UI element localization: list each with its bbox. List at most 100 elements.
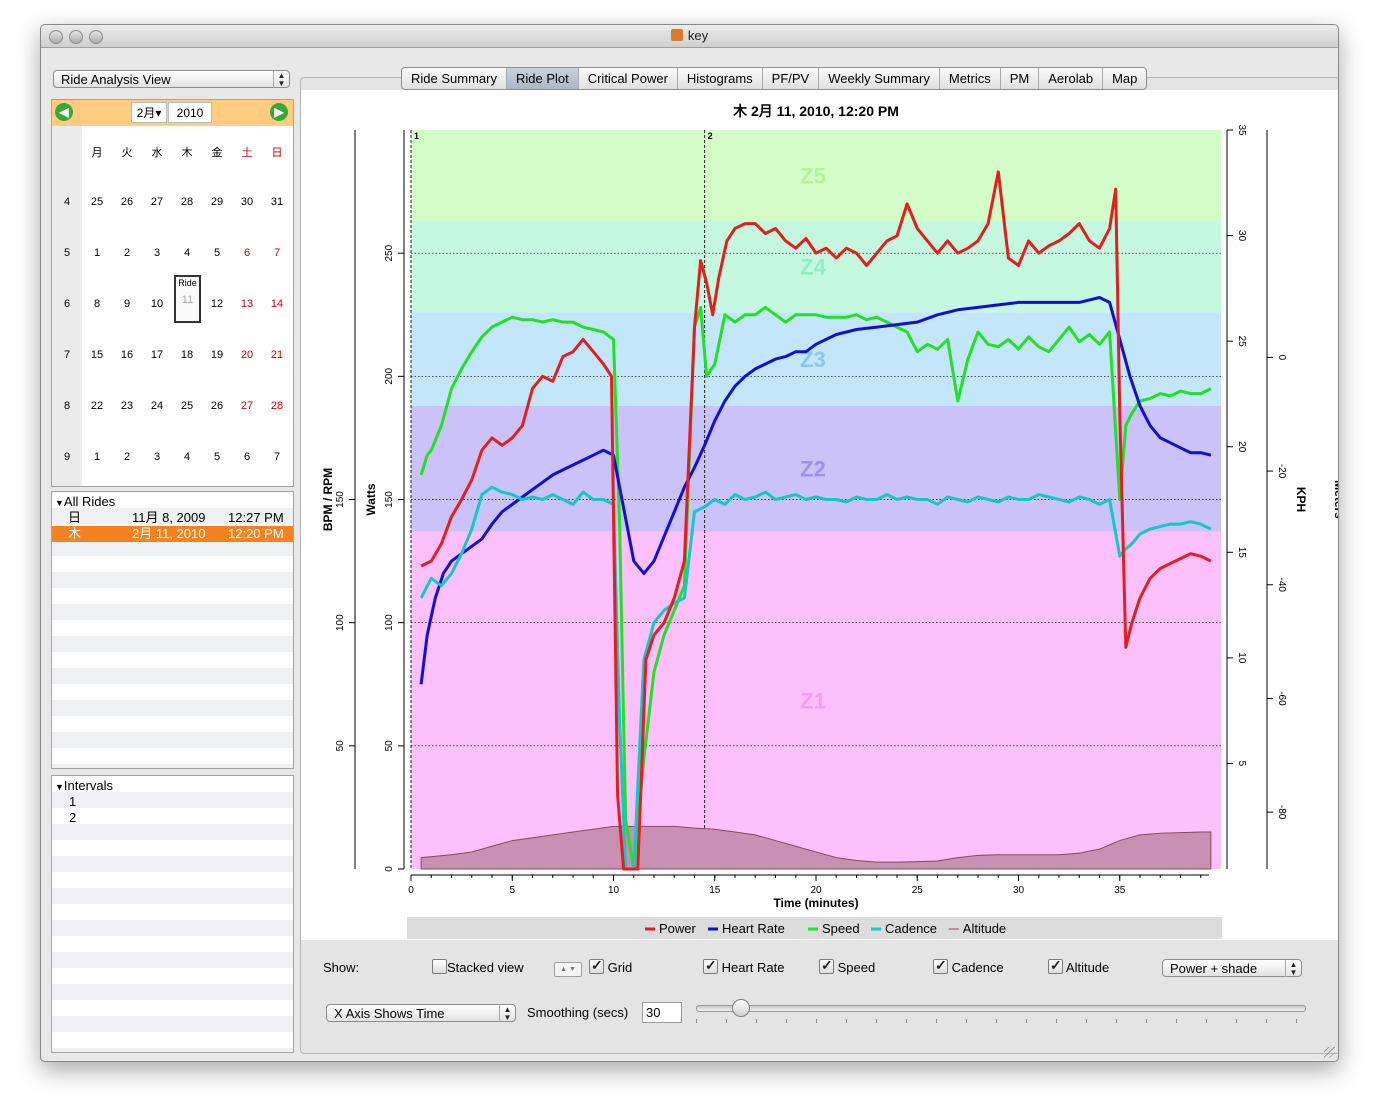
interval-row[interactable]: 1 xyxy=(69,794,77,809)
calendar-day[interactable]: 9 xyxy=(123,298,131,310)
heart-rate-check[interactable] xyxy=(703,957,718,974)
calendar-day[interactable]: 29 xyxy=(210,196,224,208)
zone-band-z2 xyxy=(411,405,1221,532)
speed-check[interactable] xyxy=(819,957,834,974)
calendar-day[interactable]: 25 xyxy=(90,196,104,208)
smoothing-slider-track[interactable] xyxy=(696,1005,1306,1012)
calendar-day[interactable]: 30 xyxy=(240,196,254,208)
tab-aerolab[interactable]: Aerolab xyxy=(1039,68,1104,89)
tab-pf-pv[interactable]: PF/PV xyxy=(763,68,820,89)
tab-ride-plot[interactable]: Ride Plot xyxy=(506,68,579,89)
calendar-day[interactable]: 28 xyxy=(270,400,284,412)
calendar-day[interactable]: 15 xyxy=(90,349,104,361)
calendar-day[interactable]: 7 xyxy=(273,247,281,259)
weekday-header: 土 xyxy=(241,147,253,159)
calendar-day[interactable]: 14 xyxy=(270,298,284,310)
calendar-day[interactable]: 2 xyxy=(123,247,131,259)
minimize-window-button[interactable] xyxy=(69,30,83,44)
close-window-button[interactable] xyxy=(49,30,63,44)
ride-row[interactable]: 木 2月 11, 2010 12:20 PM xyxy=(52,526,293,542)
calendar-day[interactable]: 5 xyxy=(213,247,221,259)
calendar-day[interactable]: 16 xyxy=(120,349,134,361)
calendar-day[interactable]: 2 xyxy=(123,451,131,463)
tab-metrics[interactable]: Metrics xyxy=(940,68,1001,89)
cadence-checkbox[interactable]: Cadence xyxy=(933,957,1004,975)
kph-tick-label: 10 xyxy=(1236,652,1247,664)
heart-rate-checkbox[interactable]: Heart Rate xyxy=(703,957,785,975)
shade-select[interactable]: Power + shade ▲ ▼ xyxy=(1162,959,1302,977)
prev-month-button[interactable]: ◀ xyxy=(55,103,73,121)
smoothing-slider-thumb[interactable] xyxy=(732,999,750,1017)
series-cadence-line xyxy=(419,485,1212,871)
calendar-day[interactable]: 23 xyxy=(120,400,134,412)
slider-ticks xyxy=(696,1019,1304,1023)
calendar-day[interactable]: 27 xyxy=(150,196,164,208)
meters-tick-label: -60 xyxy=(1276,691,1287,706)
calendar-day[interactable]: 1 xyxy=(93,247,101,259)
x-tick-label: 20 xyxy=(810,885,822,896)
tab-critical-power[interactable]: Critical Power xyxy=(579,68,678,89)
altitude-checkbox[interactable]: Altitude xyxy=(1048,957,1109,975)
view-selector[interactable]: Ride Analysis View ▲ ▼ xyxy=(53,70,290,88)
smoothing-input[interactable]: 30 xyxy=(642,1002,682,1023)
speed-checkbox[interactable]: Speed xyxy=(819,957,875,975)
calendar-day[interactable]: 26 xyxy=(120,196,134,208)
calendar-day[interactable]: 4 xyxy=(183,451,191,463)
intervals-header[interactable]: ▼Intervals xyxy=(55,778,114,793)
month-selector[interactable]: 2月▾ xyxy=(131,102,167,123)
resize-grip-icon[interactable] xyxy=(1324,1047,1335,1058)
zoom-window-button[interactable] xyxy=(89,30,103,44)
grid-checkbox[interactable]: Grid xyxy=(589,957,632,975)
x-tick-label: 30 xyxy=(1013,885,1025,896)
calendar-day[interactable]: 19 xyxy=(210,349,224,361)
calendar-day[interactable]: 25 xyxy=(180,400,194,412)
next-month-button[interactable]: ▶ xyxy=(270,103,288,121)
calendar-day[interactable]: 21 xyxy=(270,349,284,361)
stacked-view-check[interactable] xyxy=(432,959,447,974)
calendar-day[interactable]: 8 xyxy=(93,298,101,310)
stacked-stepper[interactable]: ▲ ▼ xyxy=(554,962,582,977)
calendar-day[interactable]: 17 xyxy=(150,349,164,361)
ride-row[interactable]: 日 11月 8, 2009 12:27 PM xyxy=(52,510,293,526)
altitude-check[interactable] xyxy=(1048,957,1063,974)
tab-weekly-summary[interactable]: Weekly Summary xyxy=(819,68,940,89)
interval-row[interactable]: 2 xyxy=(69,810,77,825)
calendar-day[interactable]: 7 xyxy=(273,451,281,463)
calendar-day[interactable]: 5 xyxy=(213,451,221,463)
zone-band-z5 xyxy=(411,130,1221,222)
calendar-day[interactable]: 10 xyxy=(150,298,164,310)
x-axis-select[interactable]: X Axis Shows Time ▲ ▼ xyxy=(326,1004,516,1022)
tab-ride-summary[interactable]: Ride Summary xyxy=(402,68,507,89)
calendar-day[interactable]: 24 xyxy=(150,400,164,412)
calendar-day[interactable]: 13 xyxy=(240,298,254,310)
week-number: 6 xyxy=(63,298,71,310)
calendar-day[interactable]: 26 xyxy=(210,400,224,412)
calendar-day[interactable]: 22 xyxy=(90,400,104,412)
calendar-day[interactable]: 3 xyxy=(153,451,161,463)
rides-header[interactable]: ▼All Rides xyxy=(55,494,116,509)
tab-histograms[interactable]: Histograms xyxy=(678,68,763,89)
calendar-day[interactable]: 6 xyxy=(243,247,251,259)
cadence-check[interactable] xyxy=(933,957,948,974)
tab-bar: Ride Summary Ride Plot Critical Power Histo… xyxy=(401,67,1148,90)
legend-item: Cadence xyxy=(885,921,937,936)
calendar-day[interactable]: 31 xyxy=(270,196,284,208)
grid-check[interactable] xyxy=(589,957,604,974)
calendar-day[interactable]: 18 xyxy=(180,349,194,361)
tab-map[interactable]: Map xyxy=(1112,71,1138,86)
calendar-day[interactable]: 28 xyxy=(180,196,194,208)
calendar-day[interactable]: 12 xyxy=(210,298,224,310)
calendar-day[interactable]: 4 xyxy=(183,247,191,259)
ride-day-cell[interactable]: Ride 11 xyxy=(174,275,201,323)
year-field[interactable]: 2010 xyxy=(168,102,212,123)
calendar-day[interactable]: 20 xyxy=(240,349,254,361)
calendar-day[interactable]: 1 xyxy=(93,451,101,463)
week-number: 9 xyxy=(63,451,71,463)
calendar-day[interactable]: 27 xyxy=(240,400,254,412)
stacked-view-checkbox[interactable]: Stacked view xyxy=(432,959,524,975)
weekday-header: 木 xyxy=(181,147,193,159)
calendar-day[interactable]: 6 xyxy=(243,451,251,463)
calendar-day[interactable]: 3 xyxy=(153,247,161,259)
tab-pm[interactable]: PM xyxy=(1001,68,1040,89)
